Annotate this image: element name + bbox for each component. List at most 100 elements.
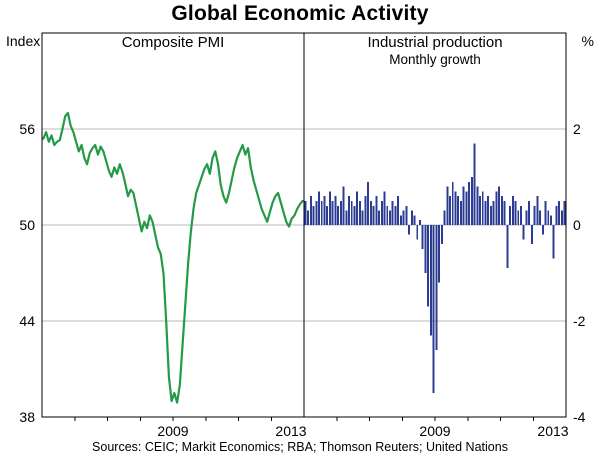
y-tick-label: 2 — [573, 121, 581, 137]
ip-bar — [397, 196, 400, 225]
x-tick-label: 2009 — [157, 423, 188, 439]
ip-bar — [312, 205, 315, 225]
ip-bar — [309, 196, 312, 225]
ip-bar — [432, 225, 435, 393]
ip-bar — [380, 201, 383, 225]
ip-bar — [533, 205, 536, 225]
ip-bar — [451, 181, 454, 225]
ip-bar — [473, 143, 476, 225]
ip-bar — [339, 201, 342, 225]
ip-bar — [560, 210, 563, 225]
ip-bar — [449, 196, 451, 225]
y-tick-label: 50 — [19, 217, 35, 233]
ip-bar — [438, 225, 441, 283]
ip-bar — [328, 191, 331, 225]
y-tick-label: 44 — [19, 313, 35, 329]
chart-title: Global Economic Activity — [171, 2, 429, 25]
ip-bar — [318, 191, 320, 225]
ip-bar — [413, 215, 416, 225]
ip-bar — [320, 201, 323, 225]
ip-bar — [522, 225, 525, 240]
ip-bar — [388, 210, 391, 225]
ip-bar — [375, 196, 378, 225]
ip-bar — [369, 201, 372, 225]
ip-bar — [378, 210, 381, 225]
ip-bar — [498, 186, 501, 225]
ip-bar — [348, 196, 351, 225]
ip-bar — [405, 205, 408, 225]
ip-bar — [342, 186, 345, 225]
ip-bar — [315, 201, 318, 225]
ip-bar — [427, 225, 430, 307]
ip-bar — [399, 215, 402, 225]
ip-bar — [495, 191, 498, 225]
ip-bar — [470, 177, 473, 225]
ip-bar — [544, 201, 547, 225]
ip-bar — [356, 191, 359, 225]
right-axis-unit-label: % — [581, 33, 594, 49]
ip-bar — [558, 201, 561, 225]
y-tick-label: 56 — [19, 121, 35, 137]
ip-bar — [468, 181, 471, 225]
ip-bar — [563, 201, 566, 225]
x-tick-label: 2013 — [275, 423, 306, 439]
ip-bar — [555, 205, 558, 225]
ip-bar — [361, 210, 364, 225]
ip-bar — [408, 225, 411, 235]
ip-bar — [326, 205, 329, 225]
x-tick-label: 2009 — [419, 423, 450, 439]
ip-bar — [410, 210, 413, 225]
ip-bar — [465, 191, 468, 225]
right-panel-subtitle: Monthly growth — [389, 52, 481, 67]
ip-bar — [539, 210, 542, 225]
ip-bar — [541, 225, 544, 235]
ip-bar — [517, 210, 520, 225]
left-panel-title: Composite PMI — [121, 34, 225, 51]
ip-bar — [446, 186, 449, 225]
ip-bar — [307, 210, 310, 225]
ip-bar — [547, 210, 550, 225]
ip-bar — [519, 205, 522, 225]
ip-bar — [525, 210, 528, 225]
ip-bar — [391, 201, 394, 225]
ip-bar — [443, 210, 446, 225]
ip-bar — [304, 201, 307, 225]
ip-bar — [358, 201, 361, 225]
ip-bar — [337, 205, 340, 225]
ip-bar — [383, 191, 386, 225]
y-tick-label: -2 — [573, 313, 586, 329]
ip-bar — [367, 181, 370, 225]
ip-bar — [500, 196, 503, 225]
ip-bar — [416, 225, 419, 240]
ip-bar — [440, 225, 443, 245]
ip-bar — [372, 205, 375, 225]
ip-bar — [506, 225, 509, 269]
ip-bar — [528, 201, 531, 225]
ip-bar — [323, 196, 326, 225]
ip-bar — [331, 201, 334, 225]
ip-bar — [421, 225, 424, 249]
ip-bar — [514, 201, 517, 225]
ip-bar — [435, 225, 438, 350]
ip-bar — [503, 201, 506, 225]
ip-bar — [530, 225, 533, 245]
ip-bar — [334, 196, 337, 225]
right-panel-title: Industrial production — [367, 34, 503, 51]
ip-bar — [454, 191, 457, 225]
ip-bar — [550, 215, 552, 225]
ip-bar — [394, 205, 397, 225]
ip-bar — [511, 196, 514, 225]
ip-bar — [509, 205, 512, 225]
ip-bar — [350, 201, 353, 225]
ip-bar — [402, 210, 405, 225]
x-tick-label: 2013 — [537, 423, 568, 439]
ip-bar — [364, 196, 367, 225]
ip-bar — [419, 220, 421, 225]
ip-bar — [462, 186, 465, 225]
ip-bar — [552, 225, 555, 259]
sources-line: Sources: CEIC; Markit Economics; RBA; Th… — [92, 440, 508, 454]
ip-bar — [492, 201, 495, 225]
ip-bar — [457, 196, 460, 225]
